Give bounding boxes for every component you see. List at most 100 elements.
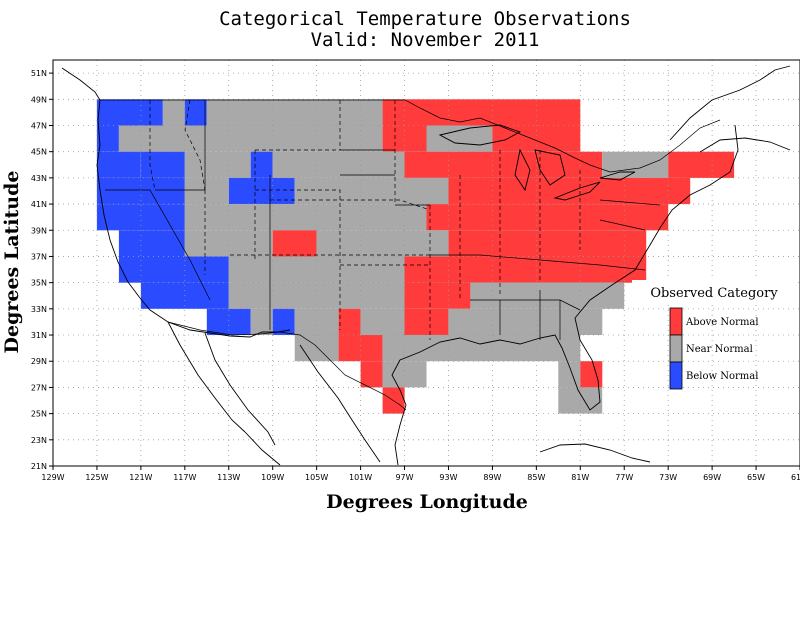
- map-frame: [52, 59, 800, 467]
- category-cell: [118, 256, 229, 283]
- category-cells: [96, 99, 735, 414]
- y-tick-label: 41N: [31, 200, 47, 209]
- category-cell: [228, 177, 295, 205]
- great-lakes-outline: [438, 124, 636, 201]
- legend-label: Near Normal: [686, 344, 753, 355]
- y-tick-label: 49N: [31, 95, 47, 104]
- y-tick-label: 47N: [31, 121, 47, 130]
- category-cell: [316, 230, 449, 257]
- geographic-outlines: [61, 65, 791, 466]
- category-cell: [118, 125, 383, 152]
- x-axis-title: Degrees Longitude: [326, 491, 528, 513]
- category-cell: [96, 151, 141, 178]
- y-axis-ticks: 21N 23N 25N 27N 29N 31N 33N 35N 37N 39N 41N 43N 45N 4…: [31, 69, 53, 471]
- legend-swatch: [669, 361, 683, 390]
- legend-items: Above Normal Near Normal Below Normal: [669, 307, 759, 390]
- category-cell: [448, 230, 647, 257]
- category-cell: [492, 125, 581, 152]
- category-cell: [96, 204, 185, 231]
- canada-coast-outline: [61, 65, 791, 153]
- mexico-east-coast-outline: [394, 404, 407, 466]
- category-cell: [250, 308, 273, 335]
- map-title: Categorical Temperature Observations: [219, 8, 631, 30]
- category-cell: [448, 177, 691, 205]
- legend-background: [632, 280, 796, 302]
- x-tick-label: 121W: [129, 473, 152, 482]
- x-tick-label: 125W: [85, 473, 108, 482]
- x-tick-label: 93W: [439, 473, 457, 482]
- category-cell: [118, 230, 185, 257]
- x-tick-label: 109W: [261, 473, 284, 482]
- category-cell: [580, 361, 603, 388]
- category-cell: [404, 151, 603, 178]
- y-tick-label: 45N: [31, 148, 47, 157]
- x-tick-label: 73W: [659, 473, 677, 482]
- category-cell: [448, 308, 603, 335]
- x-axis-ticks: 129W 125W 121W 117W 113W 109W 105W 101W 97W 93W 89…: [41, 466, 800, 482]
- y-tick-label: 27N: [31, 383, 47, 392]
- y-tick-label: 51N: [31, 69, 47, 78]
- baja-outline: [167, 321, 276, 446]
- category-cell: [426, 125, 493, 152]
- x-tick-label: 105W: [305, 473, 328, 482]
- category-cell: [338, 308, 361, 335]
- category-cell: [96, 125, 119, 152]
- legend-title: Observed Category: [650, 286, 778, 301]
- x-tick-label: 81W: [571, 473, 589, 482]
- x-tick-label: 113W: [217, 473, 240, 482]
- x-tick-label: 65W: [747, 473, 765, 482]
- category-cell: [206, 99, 383, 126]
- legend: Observed Category Above Normal Near Norma…: [632, 280, 796, 390]
- category-cell: [404, 256, 647, 283]
- x-tick-label: 61W: [791, 473, 800, 482]
- y-tick-label: 25N: [31, 410, 47, 419]
- category-cell: [426, 204, 669, 231]
- cuba-outline: [539, 443, 651, 463]
- category-cell: [360, 308, 405, 335]
- legend-label: Below Normal: [686, 371, 758, 382]
- category-cell: [206, 308, 251, 335]
- x-tick-label: 85W: [527, 473, 545, 482]
- y-axis-title: Degrees Latitude: [1, 171, 23, 354]
- category-cell: [382, 125, 427, 152]
- category-cell: [404, 282, 471, 309]
- category-cell: [668, 151, 735, 178]
- y-tick-label: 39N: [31, 226, 47, 235]
- y-tick-label: 21N: [31, 462, 47, 471]
- category-cell: [404, 308, 449, 335]
- y-tick-label: 31N: [31, 331, 47, 340]
- west-coast-outline: [96, 99, 291, 338]
- y-tick-label: 37N: [31, 252, 47, 261]
- x-tick-label: 89W: [483, 473, 501, 482]
- category-cell: [250, 151, 273, 178]
- canada-border: [100, 99, 721, 173]
- category-cell: [470, 282, 625, 309]
- category-cell: [382, 335, 581, 362]
- category-cell: [96, 99, 163, 126]
- category-cell: [162, 99, 185, 126]
- legend-swatch: [669, 307, 683, 336]
- y-tick-label: 35N: [31, 279, 47, 288]
- category-cell: [360, 361, 383, 388]
- mexico-coast-outline: [244, 344, 381, 466]
- category-cell: [184, 151, 251, 178]
- y-tick-label: 29N: [31, 357, 47, 366]
- x-tick-label: 129W: [41, 473, 64, 482]
- category-cell: [272, 151, 405, 178]
- y-tick-label: 33N: [31, 305, 47, 314]
- category-cell: [272, 230, 317, 257]
- category-cell: [140, 151, 185, 178]
- category-cell: [294, 335, 339, 362]
- x-tick-label: 97W: [395, 473, 413, 482]
- category-cell: [184, 230, 273, 257]
- legend-swatch: [669, 334, 683, 363]
- state-borders-solid: [105, 100, 661, 340]
- category-cell: [382, 99, 581, 126]
- category-cell: [602, 151, 669, 178]
- category-cell: [184, 204, 427, 231]
- y-tick-label: 23N: [31, 436, 47, 445]
- map-subtitle: Valid: November 2011: [311, 29, 540, 51]
- category-cell: [338, 335, 383, 362]
- east-coast-outline: [574, 124, 739, 319]
